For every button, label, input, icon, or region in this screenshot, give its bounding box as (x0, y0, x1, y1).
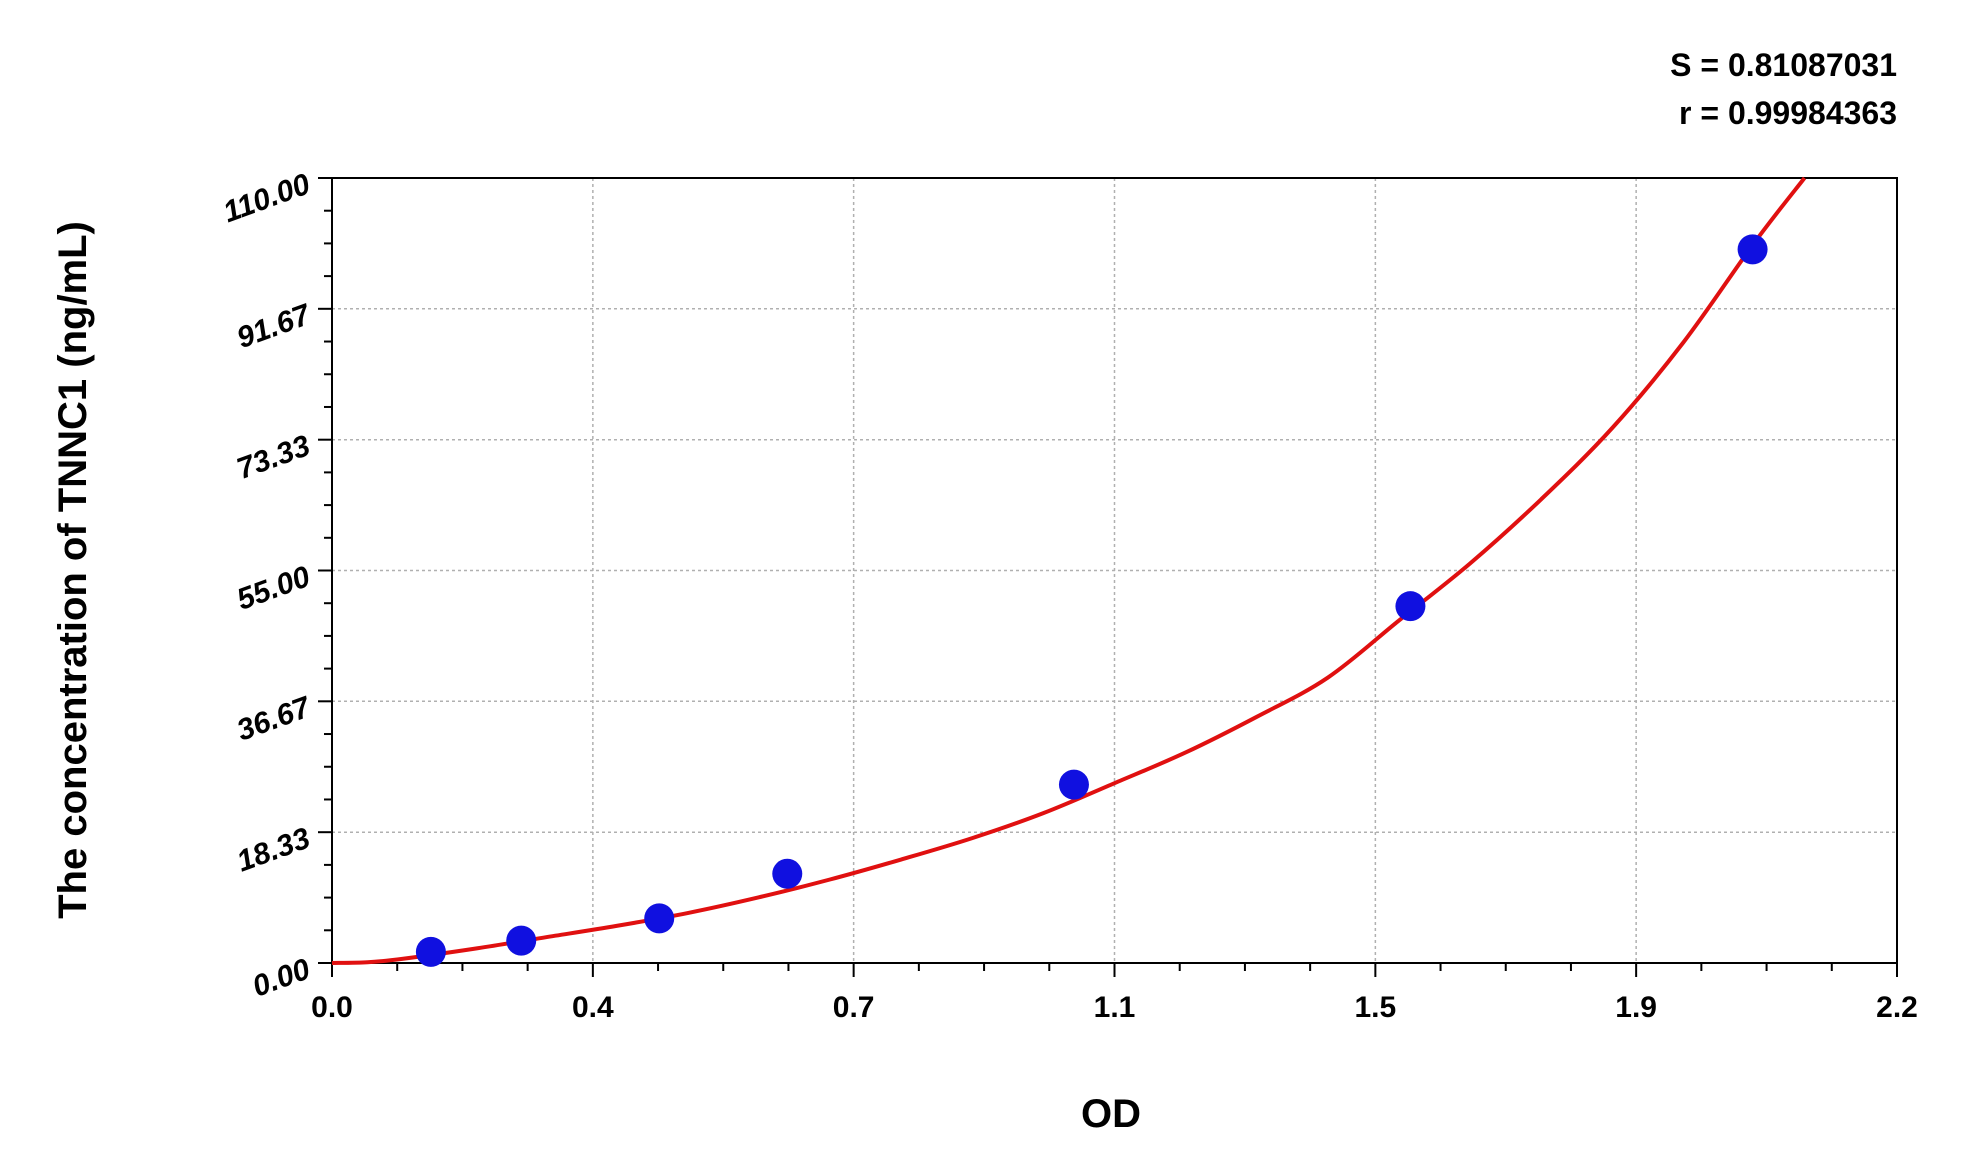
x-tick-label: 0.7 (833, 991, 875, 1024)
y-axis-title: The concentration of TNNC1 (ng/mL) (51, 221, 95, 919)
data-point (772, 858, 803, 889)
annotation-r: r = 0.99984363 (1679, 95, 1897, 131)
y-tick-label: 0.00 (248, 952, 314, 1003)
x-axis-title: OD (1081, 1092, 1141, 1136)
data-point (1058, 769, 1089, 800)
y-tick-label: 55.00 (233, 560, 315, 617)
x-tick-label: 1.9 (1615, 991, 1657, 1024)
data-point (644, 903, 675, 934)
y-tick-label: 73.33 (233, 429, 315, 486)
x-tick-label: 0.4 (572, 991, 614, 1024)
y-tick-labels: 0.00 18.33 36.67 55.00 73.33 91.67 110.00 (219, 167, 316, 1003)
x-tick-labels: 0.0 0.4 0.7 1.1 1.5 1.9 2.2 (311, 991, 1918, 1024)
data-point (1737, 234, 1768, 265)
y-tick-label: 91.67 (233, 298, 316, 355)
x-tick-label: 1.1 (1094, 991, 1136, 1024)
annotation-s: S = 0.81087031 (1670, 47, 1897, 83)
data-point (1395, 591, 1426, 622)
axis-ticks (318, 177, 1898, 977)
data-points (415, 234, 1768, 967)
x-tick-label: 0.0 (311, 991, 353, 1024)
fit-curve (331, 176, 1807, 965)
y-tick-label: 110.00 (219, 167, 315, 229)
data-point (506, 925, 537, 956)
y-tick-label: 18.33 (233, 822, 315, 879)
x-tick-label: 1.5 (1354, 991, 1396, 1024)
grid-lines (332, 178, 1897, 963)
x-tick-label: 2.2 (1876, 991, 1918, 1024)
y-tick-label: 36.67 (233, 690, 316, 747)
data-point (415, 936, 446, 967)
